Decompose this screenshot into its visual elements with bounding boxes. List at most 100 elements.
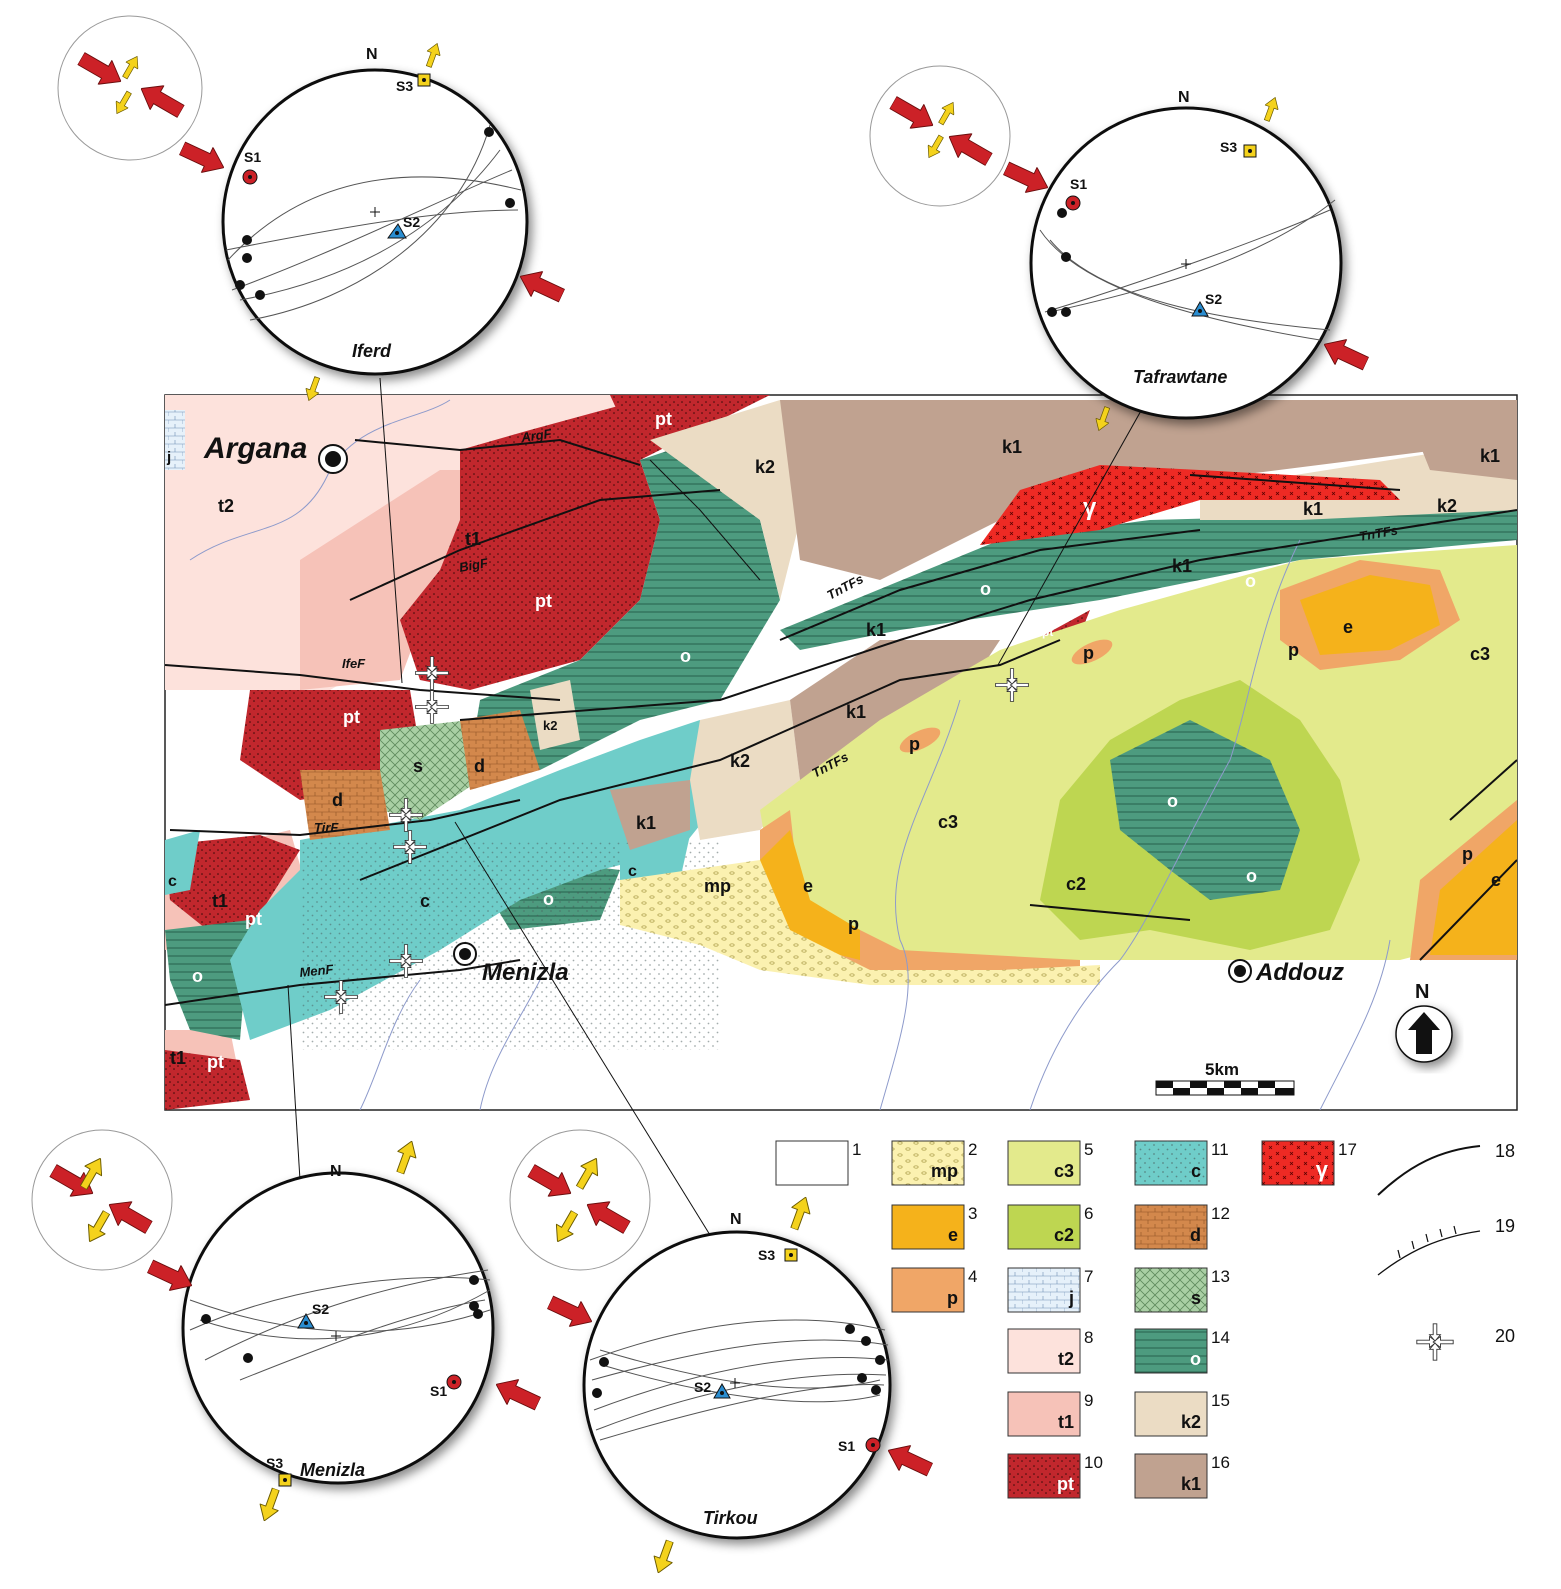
legend-number: 13 <box>1211 1267 1230 1286</box>
legend-code: γ <box>1316 1157 1329 1182</box>
legend-item: 1 <box>775 1140 861 1186</box>
legend-item: o 14 <box>1134 1328 1230 1374</box>
s1-label: S1 <box>430 1383 447 1399</box>
unit-label: k1 <box>866 620 886 640</box>
unit-e-ne <box>1300 575 1440 655</box>
unit-label: p <box>1288 640 1299 660</box>
legend-swatch <box>775 1140 849 1186</box>
unit-j <box>165 410 185 470</box>
unit-label: pt <box>343 707 360 727</box>
town-label: Addouz <box>1255 959 1344 986</box>
legend-item: c 11 <box>1134 1140 1229 1186</box>
unit-label: p <box>848 914 859 934</box>
legend-code: j <box>1068 1288 1074 1308</box>
stereonet-north: N <box>730 1211 742 1228</box>
legend-number: 14 <box>1211 1328 1230 1347</box>
legend-code: k1 <box>1181 1474 1201 1494</box>
unit-label: k2 <box>730 751 750 771</box>
unit-label: d <box>332 790 343 810</box>
unit-label: p <box>909 734 920 754</box>
unit-label: k2 <box>543 718 557 733</box>
unit-label: o <box>680 646 691 666</box>
legend-number: 9 <box>1084 1391 1093 1410</box>
s2-label: S2 <box>694 1379 711 1395</box>
legend-code: s <box>1191 1288 1201 1308</box>
legend-code: d <box>1190 1225 1201 1245</box>
legend-number: 18 <box>1495 1141 1515 1161</box>
unit-label: c3 <box>1470 644 1490 664</box>
stereonet-site: Menizla <box>300 1460 365 1480</box>
fault-label: TirF <box>314 820 339 835</box>
s3-label: S3 <box>266 1455 283 1471</box>
s1-label: S1 <box>1070 176 1087 192</box>
unit-label: d <box>474 756 485 776</box>
s2-label: S2 <box>312 1301 329 1317</box>
legend-code: t2 <box>1058 1349 1074 1369</box>
unit-label: pt <box>207 1052 224 1072</box>
unit-label: k1 <box>1303 499 1323 519</box>
unit-c-w <box>165 830 200 895</box>
legend-code: mp <box>931 1161 958 1181</box>
legend-code: c2 <box>1054 1225 1074 1245</box>
legend-swatch <box>1134 1267 1208 1313</box>
unit-k1-ne <box>1410 420 1517 480</box>
legend-number: 20 <box>1495 1326 1515 1346</box>
stereonet-north: N <box>330 1163 342 1180</box>
north-arrow: N <box>1395 981 1453 1063</box>
legend-number: 5 <box>1084 1140 1093 1159</box>
s1-label: S1 <box>838 1438 855 1454</box>
map: j t2 t1 t1 t1 pt pt pt pt pt pt pt k2 k2… <box>164 344 1518 1236</box>
legend-stress-symbol <box>1416 1323 1454 1361</box>
legend-number: 7 <box>1084 1267 1093 1286</box>
unit-label: k2 <box>1437 496 1457 516</box>
unit-p-small <box>899 727 941 753</box>
unit-label: k1 <box>1172 556 1192 576</box>
legend-number: 17 <box>1338 1140 1357 1159</box>
legend-swatch <box>1134 1391 1208 1437</box>
stereonet-site: Tirkou <box>703 1508 758 1528</box>
unit-k2-small <box>530 680 580 750</box>
unit-o-belt <box>780 510 1517 650</box>
unit-label: mp <box>704 876 731 896</box>
legend-swatch <box>1007 1453 1081 1499</box>
unit-label: o <box>980 579 991 599</box>
unit-label: pt <box>245 909 262 929</box>
legend-fault-symbol <box>1377 1145 1481 1196</box>
unit-label: pt <box>535 591 552 611</box>
legend-number: 16 <box>1211 1453 1230 1472</box>
unit-e-e <box>1430 820 1517 955</box>
unit-label: k2 <box>755 457 775 477</box>
unit-o-sw <box>165 920 250 1040</box>
legend-code: o <box>1190 1349 1201 1369</box>
unit-label: s <box>413 756 423 776</box>
stereonet-tafrawtane: N S1 S2 S3 Tafrawtane <box>869 65 1372 434</box>
s1-label: S1 <box>244 149 261 165</box>
unit-label: e <box>803 876 813 896</box>
unit-pt-sw <box>165 835 300 940</box>
legend-swatch <box>1007 1140 1081 1186</box>
unit-label: p <box>1083 643 1094 663</box>
stereonet-north: N <box>1178 89 1190 106</box>
legend-item: s 13 <box>1134 1267 1230 1313</box>
unit-label: p <box>1462 844 1473 864</box>
unit-label: c <box>420 891 430 911</box>
legend-number: 19 <box>1495 1216 1515 1236</box>
legend-code: c3 <box>1054 1161 1074 1181</box>
unit-pt <box>400 400 660 690</box>
legend-number: 12 <box>1211 1204 1230 1223</box>
town-argana: Argana <box>203 432 348 474</box>
s2-label: S2 <box>403 214 420 230</box>
legend-item: γ 17 <box>1261 1140 1357 1186</box>
legend-item: pt 10 <box>1007 1453 1103 1499</box>
legend-contact-symbol <box>1377 1230 1481 1276</box>
fault-lines <box>165 438 1517 1006</box>
legend-number: 15 <box>1211 1391 1230 1410</box>
s3-label: S3 <box>758 1247 775 1263</box>
legend-swatch <box>1261 1140 1335 1186</box>
town-label: Menizla <box>482 959 569 986</box>
stereonet-north: N <box>366 46 378 63</box>
fault-label: MenF <box>299 961 335 980</box>
legend-swatch <box>1134 1328 1208 1374</box>
unit-label: j <box>166 449 171 466</box>
